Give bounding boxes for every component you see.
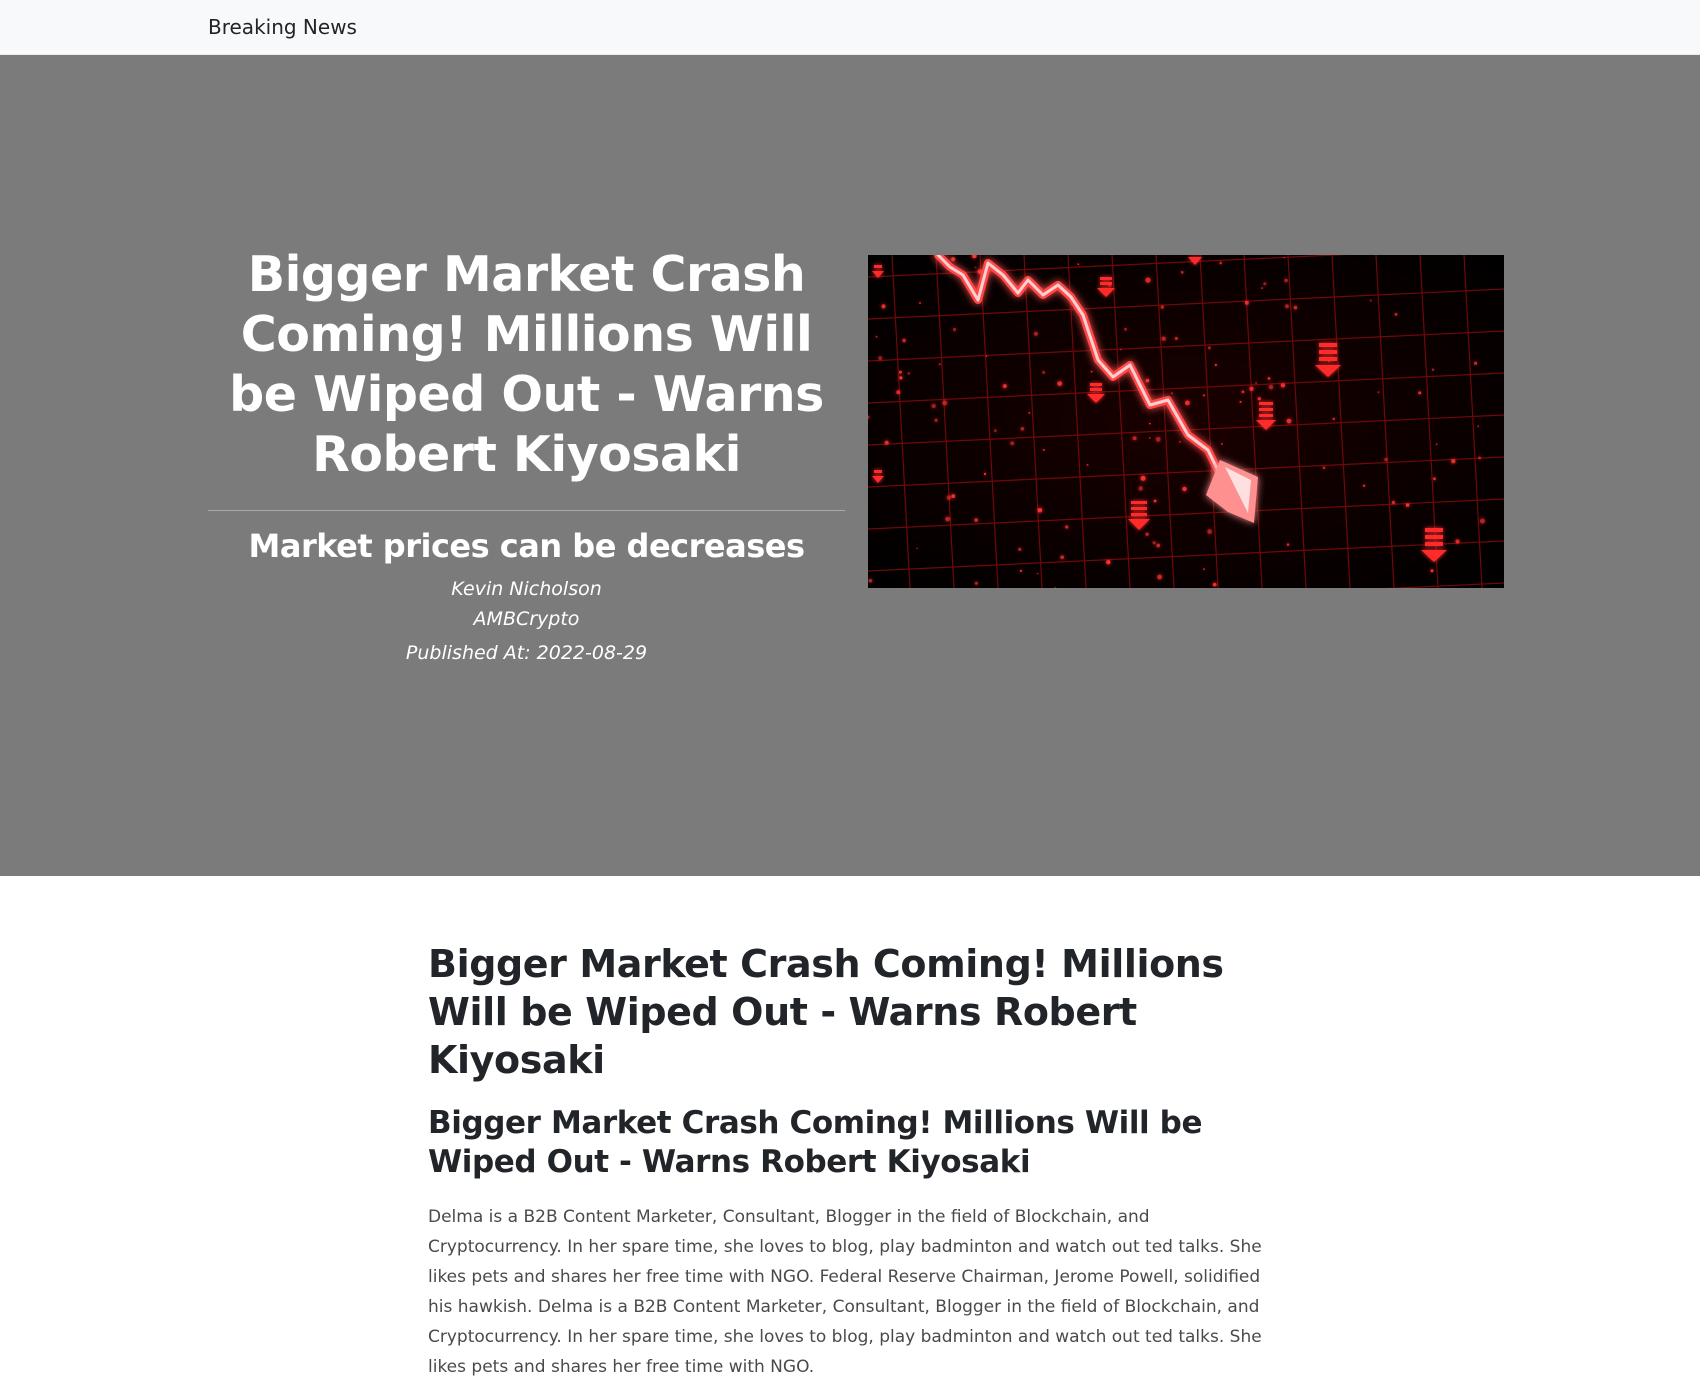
- article-subtitle: Bigger Market Crash Coming! Millions Wil…: [428, 1105, 1203, 1180]
- hero-section: Bigger Market Crash Coming! Millions Wil…: [0, 55, 1700, 876]
- top-navbar: Breaking News: [0, 0, 1700, 55]
- hero-title: Bigger Market Crash Coming! Millions Wil…: [229, 246, 824, 483]
- hero-text-column: Bigger Market Crash Coming! Millions Wil…: [208, 55, 845, 876]
- hero-subtitle: Market prices can be decreases: [248, 527, 805, 565]
- article-content: Bigger Market Crash Coming! Millions Wil…: [428, 940, 1284, 1382]
- hero-source: AMBCrypto: [473, 608, 580, 630]
- hero-author: Kevin Nicholson: [451, 578, 602, 600]
- hero-published-date: Published At: 2022-08-29: [405, 642, 648, 664]
- market-crash-chart-image: [868, 255, 1504, 588]
- article-title: Bigger Market Crash Coming! Millions Wil…: [428, 942, 1224, 1082]
- brand-link[interactable]: Breaking News: [208, 15, 357, 39]
- article-body: Delma is a B2B Content Marketer, Consult…: [428, 1207, 1262, 1377]
- hero-divider: [208, 510, 845, 511]
